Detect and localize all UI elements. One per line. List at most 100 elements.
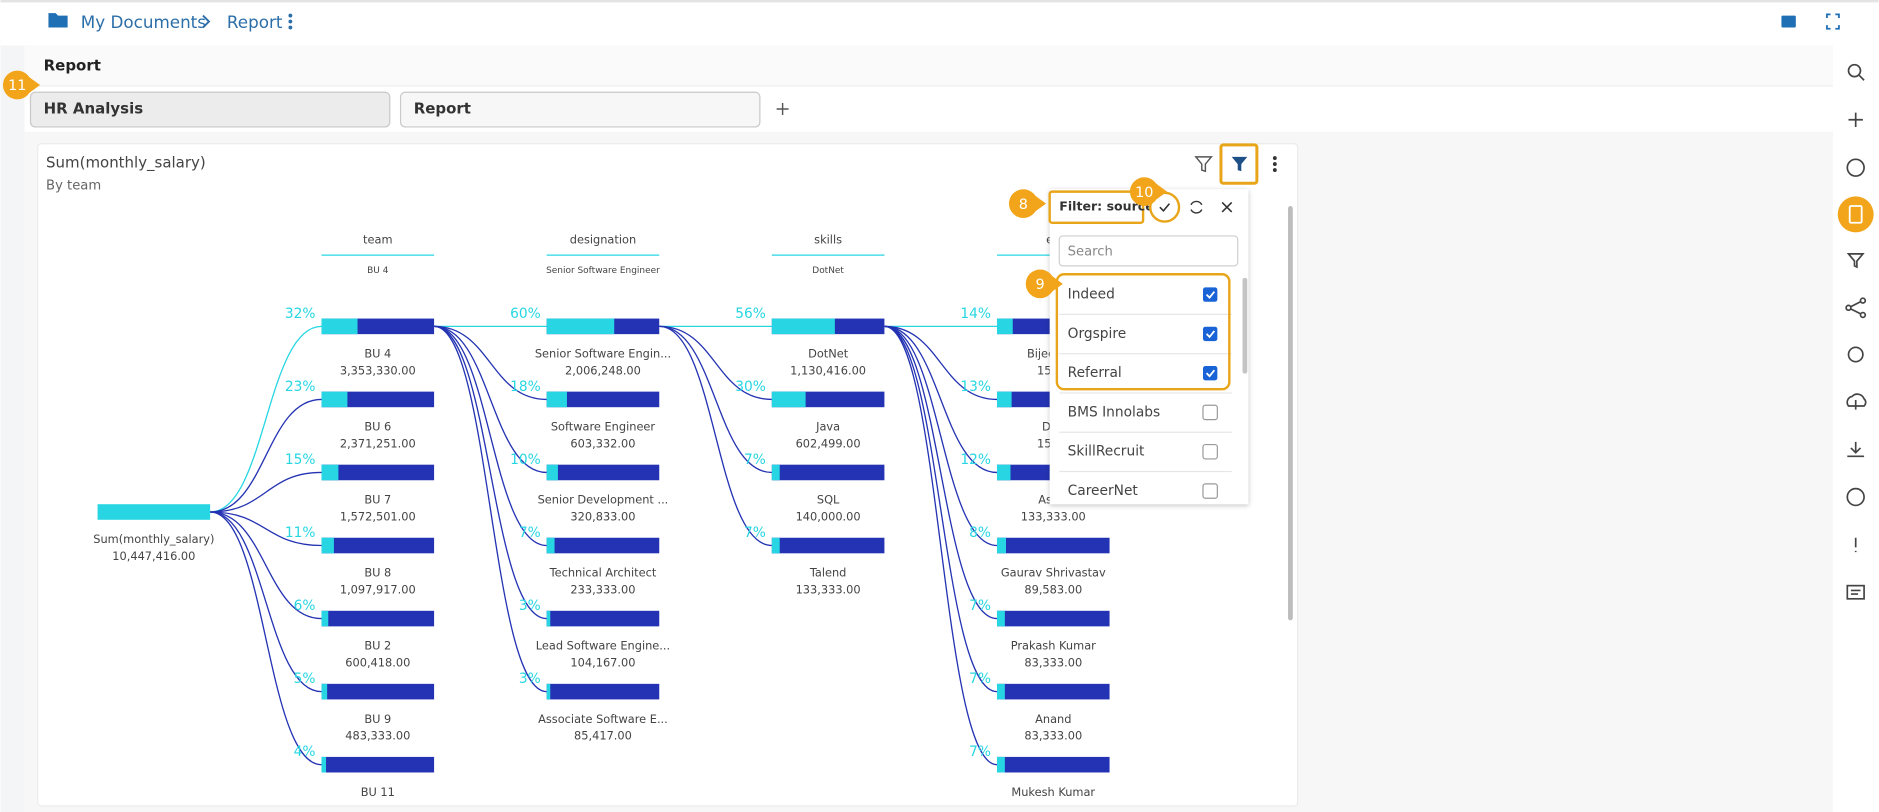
breadcrumb-link[interactable]: My Documents — [81, 12, 206, 32]
option-label[interactable]: BMS Innolabs — [1068, 404, 1161, 420]
node-name[interactable]: Senior Software Engin... — [535, 347, 671, 361]
page-title-bar — [24, 45, 1833, 87]
comment-icon[interactable] — [1781, 15, 1796, 28]
badge-label: 11 — [8, 78, 26, 94]
option-label[interactable]: Orgspire — [1068, 326, 1127, 342]
connector — [210, 511, 322, 766]
node-name[interactable]: Gaurav Shrivastav — [1001, 566, 1106, 580]
widget-card — [37, 143, 1299, 807]
bar-share — [996, 391, 1012, 408]
share-label: 23% — [285, 379, 316, 395]
option-label[interactable]: SkillRecruit — [1068, 444, 1145, 460]
connector — [659, 325, 772, 547]
bar-track — [546, 610, 660, 627]
node-value: 83,333.00 — [1024, 655, 1082, 669]
share-label: 13% — [960, 379, 991, 395]
sidebar-icons[interactable] — [1845, 63, 1867, 600]
tab-active[interactable] — [29, 91, 391, 128]
bar-share — [546, 610, 551, 627]
checkbox-checked[interactable] — [1202, 287, 1218, 302]
selected-node: DotNet — [812, 266, 844, 276]
option-label[interactable]: Indeed — [1068, 287, 1115, 303]
badge — [2, 70, 32, 100]
sidebar-active[interactable] — [1837, 196, 1874, 233]
node-name[interactable]: BU 8 — [364, 566, 391, 580]
share-label: 18% — [510, 379, 541, 395]
share-label: 8% — [969, 525, 991, 541]
checkbox[interactable] — [1202, 443, 1218, 460]
node-value: 133,333.00 — [1021, 509, 1086, 523]
node-name[interactable]: BU 9 — [364, 712, 391, 726]
share-label: 7% — [744, 525, 766, 541]
node-name[interactable]: SQL — [817, 493, 840, 507]
apply-button[interactable] — [1159, 203, 1171, 212]
option-label[interactable]: CareerNet — [1068, 483, 1139, 499]
connector — [210, 511, 322, 547]
popup-title-box — [1048, 190, 1145, 224]
selected-node: Senior Software Engineer — [546, 266, 660, 276]
connector — [434, 325, 547, 693]
node-name[interactable]: Software Engineer — [551, 420, 656, 434]
share-label: 32% — [285, 306, 316, 322]
node-name[interactable]: Lead Software Engine... — [536, 639, 670, 653]
fullscreen-icon[interactable] — [1826, 13, 1840, 30]
folder-icon[interactable] — [48, 13, 68, 28]
node-name[interactable]: BU 2 — [364, 639, 391, 653]
node-name[interactable]: BU 7 — [364, 493, 391, 507]
node-name[interactable]: BU 11 — [361, 785, 395, 799]
connector — [434, 325, 547, 620]
search-input[interactable] — [1058, 235, 1239, 267]
bar-share — [321, 610, 329, 627]
breadcrumb-current: Report — [227, 12, 283, 32]
bar-track — [321, 683, 435, 700]
filter-icon[interactable] — [1194, 156, 1213, 173]
selected-node: BU 4 — [367, 266, 389, 276]
root-bar — [97, 504, 211, 520]
connector — [210, 325, 322, 513]
widget-menu[interactable] — [1272, 156, 1277, 172]
node-name[interactable]: Senior Development ... — [538, 493, 669, 507]
node-value: 483,333.00 — [345, 729, 410, 743]
node-name[interactable]: DotNet — [808, 347, 849, 361]
node-name[interactable]: Technical Architect — [549, 566, 657, 580]
bar-track — [996, 683, 1110, 700]
widget-subtitle: By team — [46, 179, 101, 194]
node-name[interactable]: Prakash Kumar — [1011, 639, 1096, 653]
connector — [434, 325, 547, 474]
badge — [1008, 189, 1038, 218]
node-name[interactable]: Java — [815, 420, 840, 434]
check-mark — [1205, 330, 1216, 339]
widget-title: Sum(monthly_salary) — [46, 153, 206, 172]
share-label: 4% — [294, 744, 316, 760]
popup-scrollbar — [1242, 277, 1248, 374]
share-label: 10% — [510, 452, 541, 468]
tab[interactable] — [399, 91, 761, 128]
option-label[interactable]: Referral — [1068, 365, 1122, 381]
bar-track — [996, 610, 1110, 627]
bar-track — [996, 537, 1110, 554]
bar-share — [996, 464, 1011, 481]
scrollbar[interactable] — [1288, 205, 1293, 621]
node-value: 104,167.00 — [570, 655, 635, 669]
node-name[interactable]: Talend — [809, 566, 847, 580]
top-border — [0, 0, 1879, 3]
filter-active-icon[interactable] — [1231, 156, 1248, 172]
connector — [210, 398, 322, 513]
close-button[interactable] — [1221, 201, 1233, 213]
checkbox-checked[interactable] — [1202, 365, 1218, 381]
reset-button[interactable] — [1190, 200, 1203, 214]
checkbox[interactable] — [1202, 483, 1218, 499]
node-name[interactable]: Anand — [1035, 712, 1071, 726]
node-name[interactable]: Associate Software E... — [538, 712, 668, 726]
add-tab[interactable] — [776, 102, 789, 115]
node-name[interactable]: Mukesh Kumar — [1011, 785, 1095, 799]
node-name[interactable]: BU 4 — [364, 347, 391, 361]
bar-track — [546, 464, 660, 481]
checkbox-checked[interactable] — [1202, 326, 1218, 342]
badge — [1129, 177, 1159, 206]
breadcrumb-menu[interactable] — [288, 13, 293, 30]
node-name[interactable]: BU 6 — [364, 420, 391, 434]
check-mark — [1205, 369, 1216, 378]
checkbox[interactable] — [1202, 404, 1218, 421]
